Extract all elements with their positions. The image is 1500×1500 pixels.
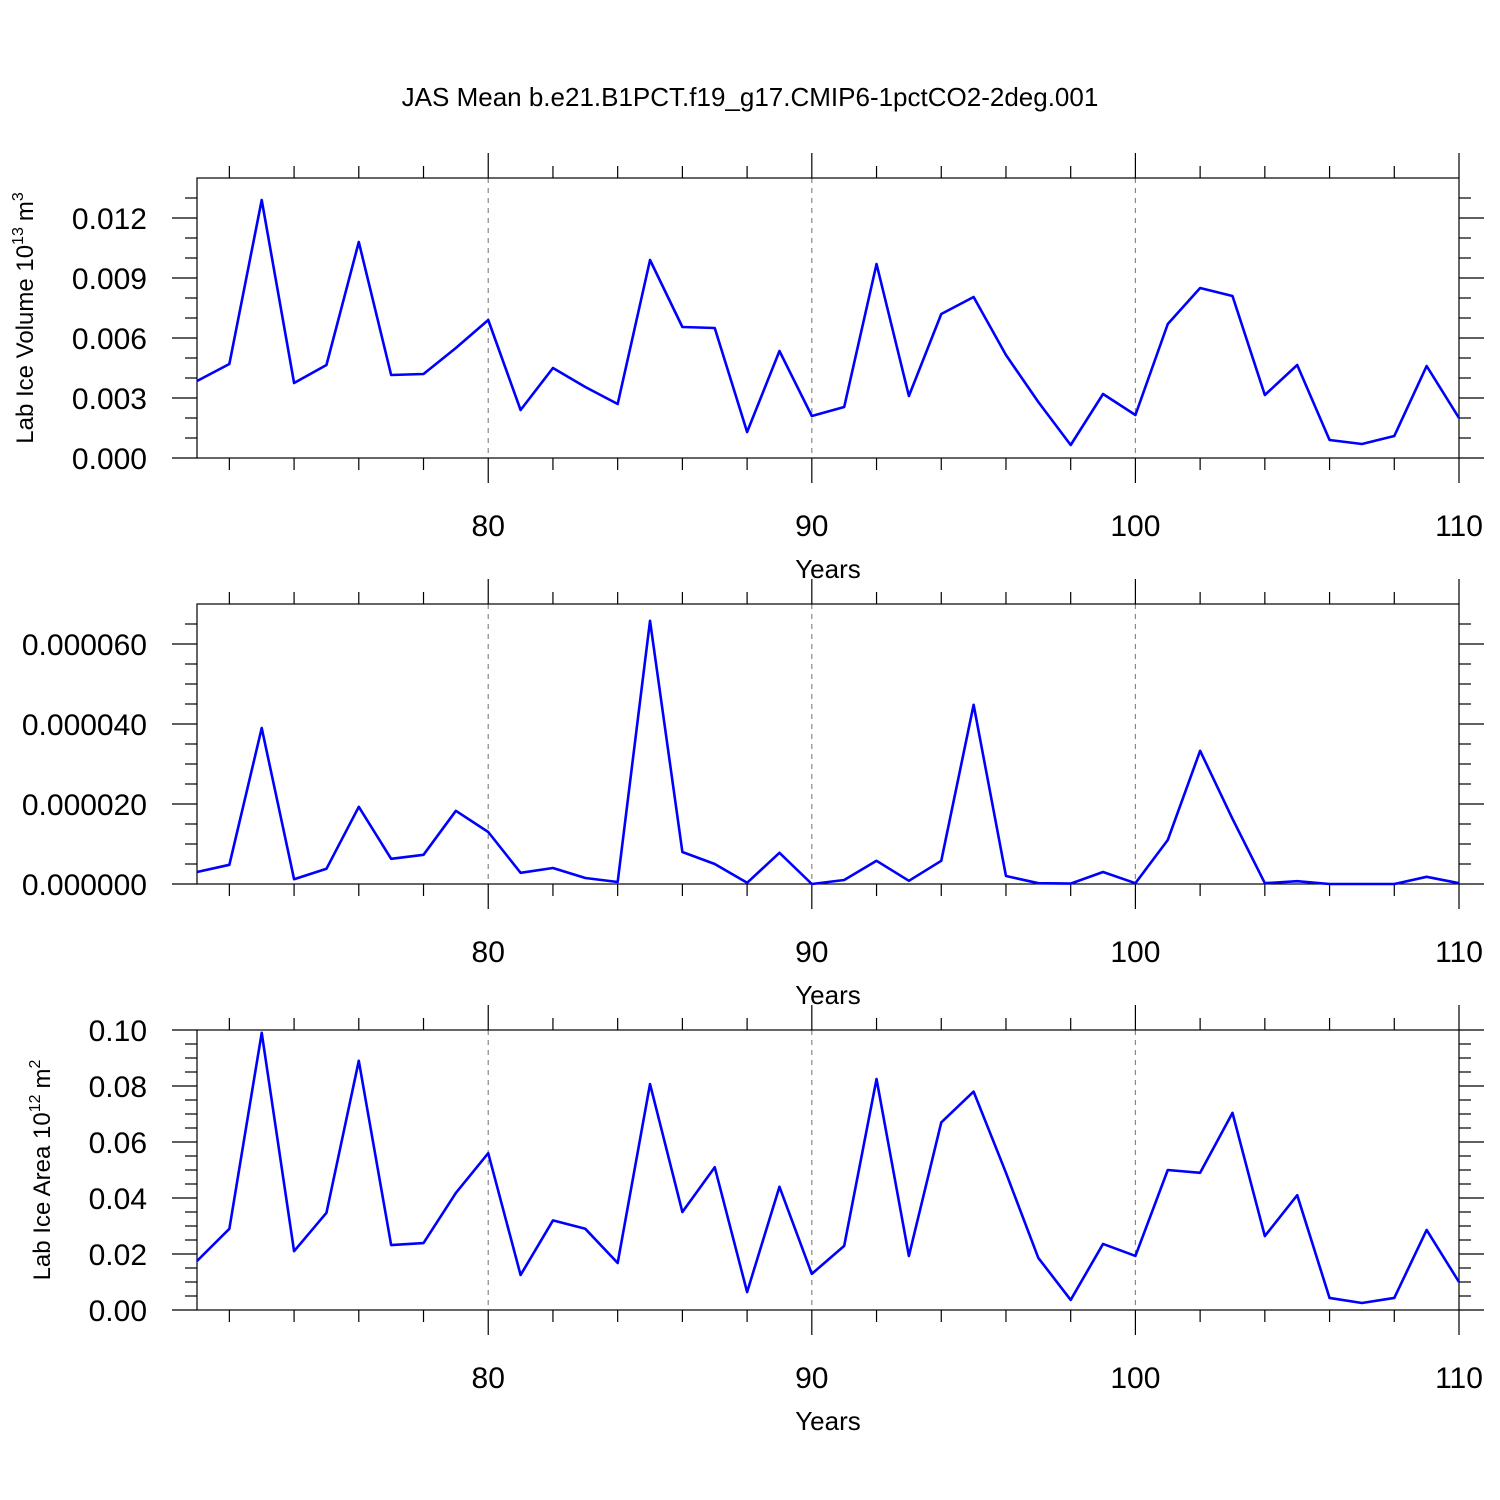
x-axis-label: Years <box>795 1406 861 1436</box>
x-tick-label: 80 <box>472 1362 505 1395</box>
y-axis-label-part: m <box>29 1068 56 1088</box>
y-tick-label: 0.00 <box>89 1295 147 1328</box>
x-tick-label: 90 <box>795 936 828 969</box>
x-axis-label: Years <box>795 980 861 1010</box>
x-tick-label: 80 <box>472 510 505 543</box>
y-axis-label-part: 12 <box>27 1094 44 1112</box>
y-axis-label-part: 2 <box>27 1059 44 1068</box>
y-tick-label: 0.02 <box>89 1239 147 1272</box>
chart-title: JAS Mean b.e21.B1PCT.f19_g17.CMIP6-1pctC… <box>402 82 1099 112</box>
x-axis-label: Years <box>795 554 861 584</box>
y-tick-label: 0.000040 <box>22 709 147 742</box>
x-tick-label: 90 <box>795 510 828 543</box>
y-tick-label: 0.000020 <box>22 789 147 822</box>
data-line <box>196 619 1460 886</box>
y-tick-label: 0.009 <box>72 263 147 296</box>
y-axis-label: Lab Ice Area 1012 m2 <box>27 1059 56 1280</box>
y-tick-label: 0.04 <box>89 1183 147 1216</box>
data-line <box>196 198 1461 447</box>
y-axis-label: Lab Ice Volume 1013 m3 <box>10 192 39 444</box>
plot-frame <box>196 603 1460 885</box>
plot-frame <box>196 1029 1460 1311</box>
y-tick-label: 0.06 <box>89 1127 147 1160</box>
data-line <box>196 1031 1461 1305</box>
x-tick-label: 110 <box>1435 510 1483 543</box>
y-axis-label-part: m <box>12 201 39 221</box>
y-tick-label: 0.012 <box>72 203 147 236</box>
y-tick-label: 0.000060 <box>22 629 147 662</box>
y-axis-label-part: 13 <box>10 227 27 245</box>
y-axis-label-part: Lab Ice Area 10 <box>29 1112 56 1280</box>
x-tick-label: 100 <box>1110 936 1160 969</box>
y-axis-label-part: 3 <box>10 192 27 201</box>
y-tick-label: 0.000 <box>72 443 147 476</box>
x-tick-label: 110 <box>1435 936 1483 969</box>
plot-frame <box>196 177 1460 459</box>
x-tick-label: 80 <box>472 936 505 969</box>
x-tick-label: 110 <box>1435 1362 1483 1395</box>
x-tick-label: 100 <box>1110 1362 1160 1395</box>
y-tick-label: 0.006 <box>72 323 147 356</box>
y-tick-label: 0.08 <box>89 1071 147 1104</box>
y-tick-label: 0.003 <box>72 383 147 416</box>
y-tick-label: 0.10 <box>89 1015 147 1048</box>
x-tick-label: 90 <box>795 1362 828 1395</box>
x-tick-label: 100 <box>1110 510 1160 543</box>
y-tick-label: 0.000000 <box>22 869 147 902</box>
y-axis-label-part: Lab Ice Volume 10 <box>12 245 39 444</box>
